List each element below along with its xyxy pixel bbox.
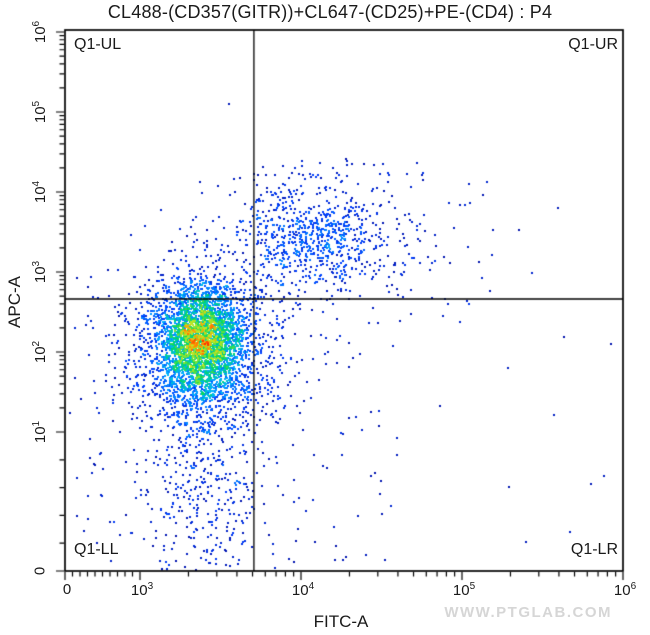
quadrant-label-ll: Q1-LL: [74, 541, 119, 558]
x-tick-label-1: 103: [130, 581, 154, 599]
y-tick-label-6: 106: [31, 20, 49, 44]
y-axis-label: APC-A: [5, 276, 24, 328]
y-tick-label-5: 105: [31, 100, 49, 124]
y-tick-label-0: 0: [31, 566, 49, 576]
x-tick-label-3: 105: [452, 581, 476, 599]
x-axis-label: FITC-A: [313, 612, 369, 631]
x-tick-label-4: 106: [613, 581, 637, 599]
quadrant-label-lr: Q1-LR: [570, 541, 618, 558]
quadrant-label-ur: Q1-UR: [568, 36, 618, 53]
watermark: WWW.PTGLAB.COM: [444, 604, 612, 621]
plot-title: CL488-(CD357(GITR))+CL647-(CD25)+PE-(CD4…: [107, 2, 553, 22]
x-tick-label-2: 104: [291, 581, 315, 599]
quadrant-label-ul: Q1-UL: [74, 36, 122, 53]
y-tick-label-1: 101: [31, 420, 49, 444]
x-tick-label-0: 0: [62, 581, 72, 598]
y-tick-label-3: 103: [31, 260, 49, 284]
y-tick-label-2: 102: [31, 340, 49, 364]
y-tick-label-4: 104: [31, 180, 49, 204]
